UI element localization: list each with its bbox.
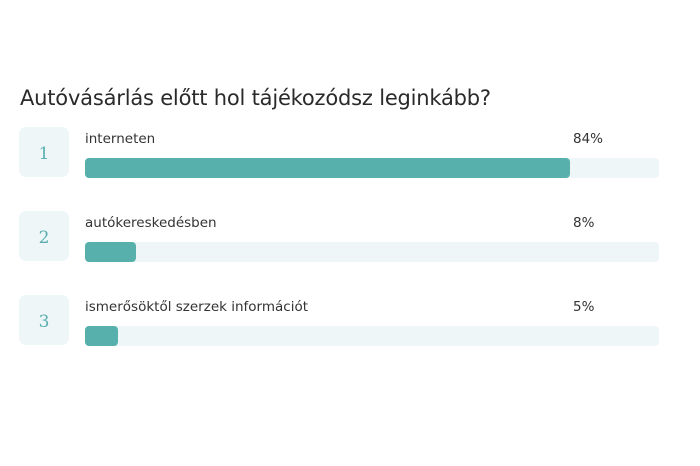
- result-row: 2 autókereskedésben 8%: [19, 211, 660, 263]
- bar-fill: [85, 242, 136, 262]
- rank-badge: 1: [19, 127, 69, 177]
- percent-label: 5%: [573, 299, 595, 315]
- result-row: 1 interneten 84%: [19, 127, 660, 179]
- bar-track: [85, 158, 659, 178]
- bar-track: [85, 242, 659, 262]
- result-row: 3 ismerősöktől szerzek információt 5%: [19, 295, 660, 347]
- rank-badge: 2: [19, 211, 69, 261]
- bar-fill: [85, 158, 571, 178]
- question-title: Autóvásárlás előtt hol tájékozódsz legin…: [20, 86, 491, 110]
- percent-label: 84%: [573, 131, 604, 147]
- rank-badge: 3: [19, 295, 69, 345]
- percent-label: 8%: [573, 215, 595, 231]
- option-label: ismerősöktől szerzek információt: [85, 299, 309, 315]
- option-label: interneten: [85, 131, 156, 147]
- bar-track: [85, 326, 659, 346]
- bar-fill: [85, 326, 119, 346]
- option-label: autókereskedésben: [85, 215, 217, 231]
